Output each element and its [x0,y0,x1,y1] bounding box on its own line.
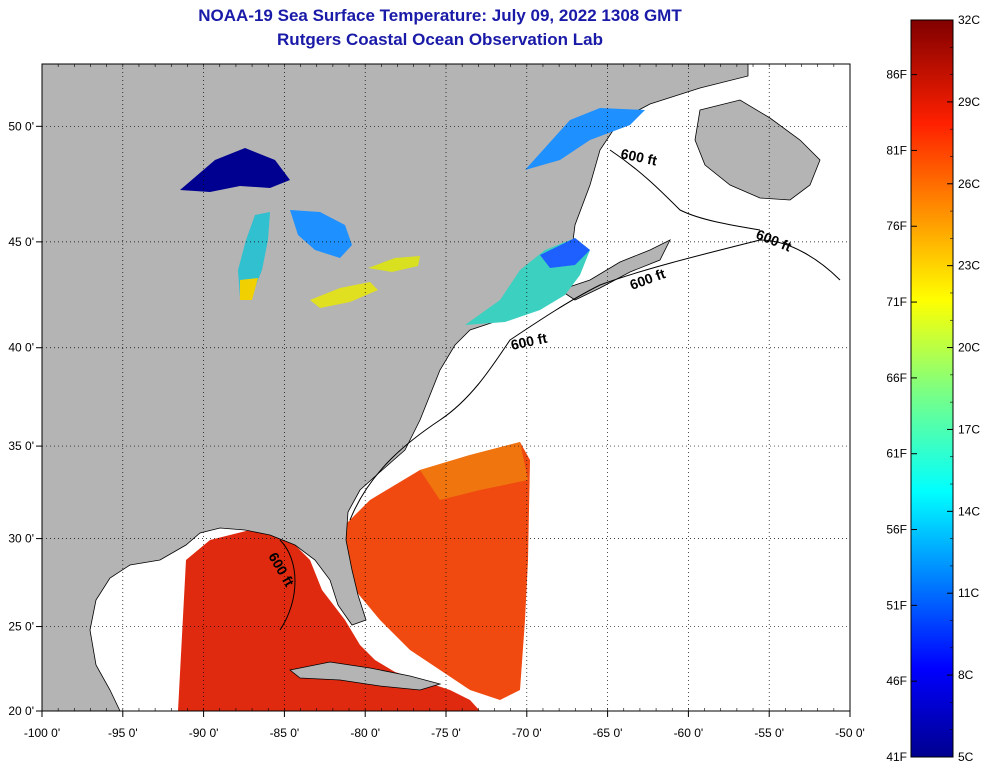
lon-tick-label: -85 0' [270,726,300,740]
colorbar-label-f: 76F [886,219,907,233]
colorbar-label-c: 14C [958,504,980,518]
colorbar-label-c: 29C [958,95,980,109]
lon-tick-label: -70 0' [512,726,542,740]
colorbar-label-f: 86F [886,68,907,82]
lon-tick-label: -65 0' [593,726,623,740]
contour-label: 600 ft [509,330,548,353]
colorbar-label-f: 56F [886,523,907,537]
sst-atlantic [340,442,530,700]
lon-tick-label: -80 0' [350,726,380,740]
lon-tick-label: -55 0' [754,726,784,740]
colorbar-label-f: 41F [886,750,907,764]
lake-ontario [368,256,420,272]
sst-st-lawrence [525,108,645,170]
lon-tick-label: -90 0' [189,726,219,740]
lon-tick-label: -100 0' [24,726,60,740]
isobath-600ft [279,149,841,631]
colorbar-label-c: 26C [958,177,980,191]
colorbar-label-c: 17C [958,422,980,436]
contour-label: 600 ft [619,145,658,168]
lat-tick-label: 40 0' [8,341,34,355]
map-title: NOAA-19 Sea Surface Temperature: July 09… [198,6,682,25]
colorbar-label-c: 23C [958,259,980,273]
lon-tick-label: -50 0' [835,726,865,740]
colorbar-label-f: 61F [886,447,907,461]
lon-tick-label: -95 0' [108,726,138,740]
colorbar-label-c: 5C [958,750,974,764]
colorbar-label-f: 66F [886,371,907,385]
lon-tick-label: -60 0' [674,726,704,740]
colorbar-label-c: 8C [958,668,974,682]
lake-huron [290,210,352,258]
colorbar-ticks: 32C 29C 26C 23C 20C 17C 14C 11C 8C 5C 86F 81F 76F 71F… [886,13,980,764]
lat-tick-label: 45 0' [8,235,34,249]
colorbar-label-f: 51F [886,598,907,612]
graticule [42,64,850,711]
map-subtitle: Rutgers Coastal Ocean Observation Lab [277,30,603,49]
colorbar-label-c: 32C [958,13,980,27]
colorbar-label-f: 71F [886,295,907,309]
lat-tick-label: 30 0' [8,532,34,546]
colorbar-label-c: 20C [958,341,980,355]
axis-ticks: -100 0' -95 0' -90 0' -85 0' -80 0' -75 0' -70… [8,64,865,740]
land-newfoundland [694,99,821,201]
lon-tick-label: -75 0' [431,726,461,740]
colorbar [910,19,954,758]
sst-gulf-caribbean [178,528,480,711]
lat-tick-label: 50 0' [8,119,34,133]
lake-michigan [238,212,270,300]
lake-superior [180,148,290,192]
land-north-america [41,63,749,712]
lat-tick-label: 20 0' [8,704,34,718]
colorbar-label-c: 11C [958,586,979,600]
land-nova-scotia [559,239,671,301]
lat-tick-label: 35 0' [8,439,34,453]
colorbar-label-f: 81F [886,143,907,157]
lake-erie [310,282,378,308]
lat-tick-label: 25 0' [8,620,34,634]
colorbar-label-f: 46F [886,674,907,688]
